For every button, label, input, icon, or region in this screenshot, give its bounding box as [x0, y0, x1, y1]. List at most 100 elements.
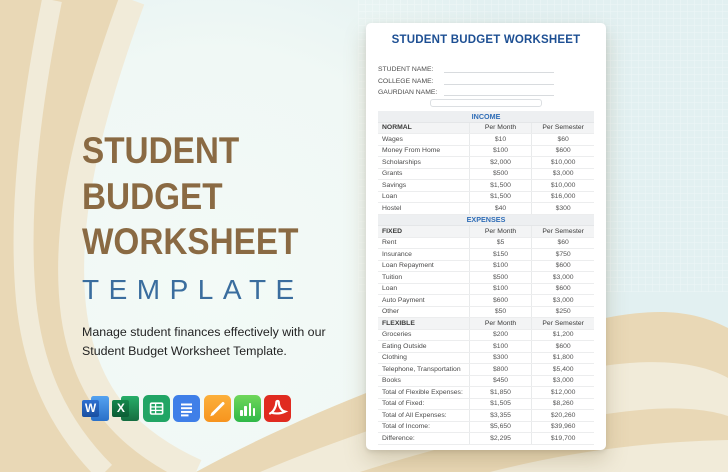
table-cell: Auto Payment: [382, 296, 425, 304]
table-cell: $40: [468, 203, 532, 214]
table-cell: $600: [531, 283, 594, 295]
table-cell: Per Month: [468, 318, 532, 329]
summary-row: Difference: $2,295 $19,700: [378, 433, 594, 445]
table-row: Eating Outside $100 $600: [378, 341, 594, 353]
table-cell: Grants: [382, 170, 403, 178]
hero-description-line: Manage student finances effectively with…: [82, 324, 326, 339]
table-cell: $1,500: [468, 180, 532, 191]
section-band: EXPENSES: [378, 214, 594, 227]
table-row: Tuition $500 $3,000: [378, 272, 594, 284]
name-field-input[interactable]: [444, 77, 554, 85]
table-cell: $5: [468, 237, 532, 249]
google-docs-icon[interactable]: [173, 394, 201, 422]
table-cell: $1,500: [468, 191, 532, 203]
pages-pen-glyph: [209, 401, 225, 416]
table-cell: Tuition: [382, 273, 403, 281]
apple-pages-icon[interactable]: [203, 394, 231, 422]
name-field-input[interactable]: [444, 88, 554, 97]
table-cell: $3,000: [531, 375, 594, 387]
blank-input-box[interactable]: [430, 99, 542, 108]
name-field-input[interactable]: [444, 65, 554, 74]
table-row: Clothing $300 $1,800: [378, 352, 594, 365]
table-cell: Loan Repayment: [382, 262, 434, 270]
google-sheets-icon[interactable]: [142, 394, 170, 422]
hero-title-line: BUDGET: [82, 175, 223, 217]
table-cell: Per Semester: [531, 226, 594, 237]
table-cell: $300: [531, 203, 594, 214]
table-cell: $10: [468, 134, 532, 145]
table-row: Scholarships $2,000 $10,000: [378, 157, 594, 169]
hero-title: STUDENT BUDGET WORKSHEET: [82, 128, 316, 265]
table-row: Telephone, Transportation $800 $5,400: [378, 364, 594, 376]
hero-title-line: WORKSHEET: [82, 221, 299, 262]
table-row: Grants $500 $3,000: [378, 168, 594, 181]
sheets-grid-glyph: [149, 401, 164, 415]
table-cell: Loan: [382, 193, 398, 201]
table-cell: NORMAL: [382, 124, 412, 132]
word-icon[interactable]: W: [82, 395, 109, 422]
table-cell: Wages: [382, 135, 403, 143]
table-cell: $60: [531, 134, 594, 145]
table-cell: Per Semester: [531, 318, 594, 329]
table-cell: Per Semester: [531, 122, 594, 134]
table-cell: Per Month: [468, 226, 532, 237]
left-arcs: [0, 0, 202, 472]
excel-icon[interactable]: X: [112, 395, 140, 422]
table-cell: $500: [468, 272, 532, 283]
table-cell: Telephone, Transportation: [382, 365, 461, 373]
table-cell: Books: [382, 377, 401, 385]
table-cell: Total of Flexible Expenses:: [382, 388, 463, 396]
table-cell: $100: [468, 260, 532, 272]
hero-description: Manage student finances effectively with…: [82, 323, 342, 361]
name-field-label: STUDENT NAME:: [378, 66, 434, 74]
table-row: Total of Flexible Expenses: $1,850 $12,000: [378, 387, 594, 399]
group-header-row: FLEXIBLE Per Month Per Semester: [378, 318, 594, 330]
table-cell: Scholarships: [382, 158, 421, 166]
table-cell: $600: [531, 145, 594, 157]
table-cell: $16,000: [531, 191, 594, 203]
table-row: Savings $1,500 $10,000: [378, 180, 594, 192]
table-cell: $800: [468, 364, 532, 375]
table-cell: Total of Fixed:: [382, 400, 425, 408]
table-cell: $12,000: [531, 387, 594, 398]
table-cell: $600: [531, 341, 594, 352]
table-cell: $10,000: [531, 157, 594, 168]
summary-row: Total of Fixed: $1,505 $8,260: [378, 398, 594, 411]
table-cell: $750: [531, 249, 594, 260]
table-cell: $20,260: [531, 410, 594, 421]
table-cell: $60: [531, 237, 594, 249]
word-letter: W: [82, 399, 99, 417]
name-field-row: GAURDIAN NAME:: [378, 85, 594, 97]
table-cell: Groceries: [382, 331, 412, 339]
table-cell: $19,700: [531, 433, 594, 444]
table-cell: Other: [382, 308, 399, 316]
table-cell: $5,650: [468, 421, 532, 433]
table-cell: $450: [468, 375, 532, 387]
table-cell: Loan: [382, 285, 398, 293]
table-cell: $5,400: [531, 364, 594, 375]
summary-row: Total of Income: $5,650 $39,960: [378, 421, 594, 434]
excel-letter: X: [112, 399, 130, 417]
table-cell: Total of All Expenses:: [382, 411, 447, 419]
worksheet-title: STUDENT BUDGET WORKSHEET: [391, 34, 581, 46]
docs-lines-glyph: [181, 403, 193, 416]
table-cell: Hostel: [382, 204, 402, 212]
name-field-label: COLLEGE NAME:: [378, 77, 434, 85]
table-row: Insurance $150 $750: [378, 249, 594, 261]
table-row: Wages $10 $60: [378, 134, 594, 146]
table-cell: $2,000: [468, 157, 532, 168]
pdf-icon[interactable]: [264, 394, 292, 422]
table-cell: $3,355: [468, 410, 532, 421]
table-cell: $200: [468, 329, 532, 341]
table-cell: $2,295: [468, 433, 532, 444]
table-cell: Savings: [382, 181, 407, 189]
table-cell: $500: [468, 168, 532, 180]
table-cell: $1,800: [531, 352, 594, 364]
table-cell: $3,000: [531, 272, 594, 283]
numbers-barchart-glyph: [239, 402, 256, 416]
table-row: Loan $1,500 $16,000: [378, 191, 594, 204]
table-cell: FLEXIBLE: [382, 319, 415, 327]
hero-subtitle: TEMPLATE: [82, 273, 304, 305]
hero: STUDENT BUDGET WORKSHEET TEMPLATE Manage s…: [82, 128, 342, 422]
apple-numbers-icon[interactable]: [233, 394, 261, 422]
